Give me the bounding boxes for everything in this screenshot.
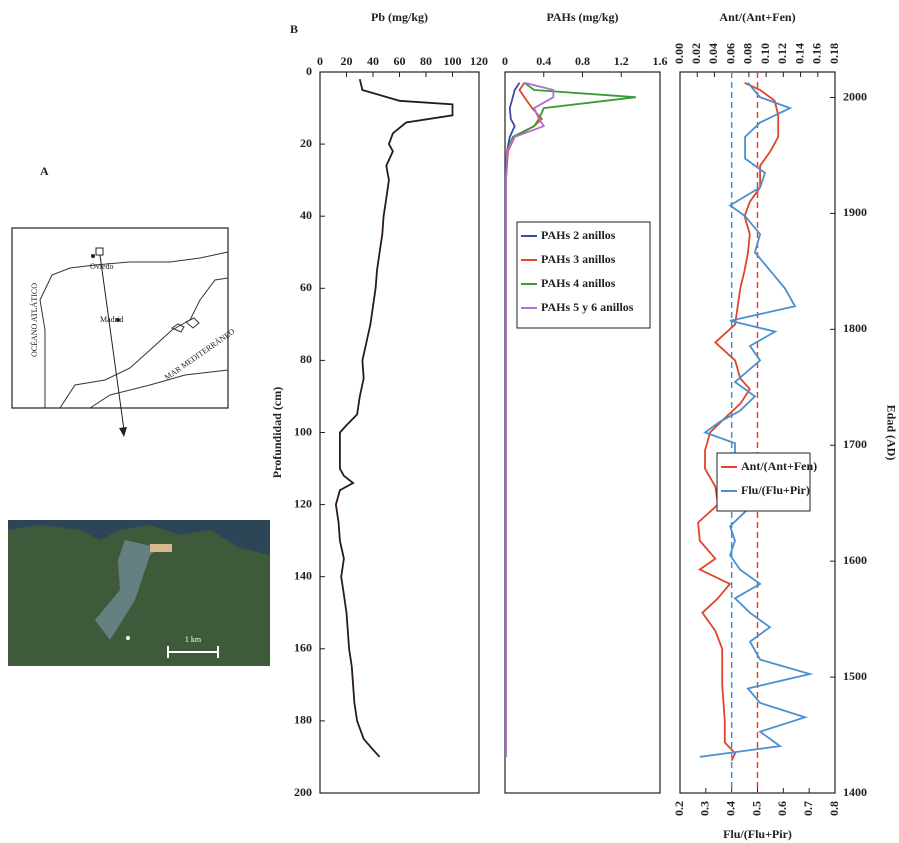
y2-tick-label: 1900: [843, 205, 867, 219]
data-line: [505, 82, 544, 757]
y-tick-label: 60: [300, 280, 312, 294]
y-tick-label: 140: [294, 568, 312, 582]
x-tick-label: 0.06: [723, 43, 737, 64]
y2-tick-label: 1500: [843, 669, 867, 683]
y2-tick-label: 1800: [843, 321, 867, 335]
y2-tick-label: 1600: [843, 553, 867, 567]
x-tick-label: 0.08: [741, 43, 755, 64]
scale-label: 1 km: [185, 635, 202, 644]
y-tick-label: 20: [300, 136, 312, 150]
satellite-photo: 1 km: [8, 520, 270, 666]
x-tick-label: 120: [470, 54, 488, 68]
x2-axis-label: Flu/(Flu+Pir): [723, 827, 792, 841]
legend-label: PAHs 3 anillos: [541, 252, 616, 266]
y-tick-label: 40: [300, 208, 312, 222]
chart-title: Ant/(Ant+Fen): [719, 10, 795, 24]
legend-label: PAHs 5 y 6 anillos: [541, 300, 634, 314]
x-tick-label: 80: [420, 54, 432, 68]
x2-tick-label: 0.4: [723, 801, 737, 816]
x-tick-label: 20: [341, 54, 353, 68]
y-tick-label: 100: [294, 424, 312, 438]
x-tick-label: 1.6: [653, 54, 668, 68]
legend-label: Flu/(Flu+Pir): [741, 483, 810, 497]
x-tick-label: 100: [444, 54, 462, 68]
chart-title: PAHs (mg/kg): [546, 10, 618, 24]
map-label: Madrid: [100, 315, 124, 324]
data-line: [699, 82, 814, 758]
x-tick-label: 1.2: [614, 54, 629, 68]
x-tick-label: 60: [394, 54, 406, 68]
y-tick-label: 120: [294, 496, 312, 510]
chart-title: Pb (mg/kg): [371, 10, 428, 24]
x-tick-label: 0.02: [689, 43, 703, 64]
map: OCÉANO ATLÁTICO Oviedo Madrid MAR MEDITE…: [11, 227, 237, 437]
panel-label: B: [290, 22, 298, 36]
x-tick-label: 0: [502, 54, 508, 68]
y2-tick-label: 1400: [843, 785, 867, 799]
x2-tick-label: 0.6: [775, 801, 789, 816]
y-tick-label: 160: [294, 641, 312, 655]
legend-label: PAHs 2 anillos: [541, 228, 616, 242]
plot-frame: [504, 71, 661, 794]
data-line: [697, 81, 780, 761]
plot-frame: [319, 71, 480, 794]
x2-tick-label: 0.5: [749, 801, 763, 816]
x2-tick-label: 0.8: [827, 801, 841, 816]
data-line: [505, 82, 636, 757]
x-tick-label: 0.12: [775, 43, 789, 64]
y2-tick-label: 2000: [843, 89, 867, 103]
panel-label: A: [40, 164, 49, 178]
y-tick-label: 180: [294, 713, 312, 727]
x-tick-label: 0: [317, 54, 323, 68]
legend-label: Ant/(Ant+Fen): [741, 459, 817, 473]
y2-tick-label: 1700: [843, 437, 867, 451]
data-line: [505, 82, 521, 757]
data-line: [505, 81, 555, 757]
x-tick-label: 0.10: [758, 43, 772, 64]
x-tick-label: 0.8: [575, 54, 590, 68]
map-label: OCÉANO ATLÁTICO: [29, 283, 39, 357]
x-tick-label: 0.16: [810, 43, 824, 64]
legend-box: [516, 221, 651, 329]
map-label: Oviedo: [90, 262, 114, 271]
x2-tick-label: 0.7: [801, 801, 815, 816]
x-tick-label: 0.04: [706, 43, 720, 64]
y-tick-label: 200: [294, 785, 312, 799]
x-tick-label: 0.00: [672, 43, 686, 64]
y2-axis-label: Edad (AD): [884, 405, 898, 461]
x-tick-label: 40: [367, 54, 379, 68]
x2-tick-label: 0.3: [698, 801, 712, 816]
y-axis-label: Profundidad (cm): [270, 387, 284, 478]
x2-tick-label: 0.2: [672, 801, 686, 816]
legend-box: [716, 452, 811, 512]
x-tick-label: 0.14: [792, 43, 806, 64]
x-tick-label: 0.18: [827, 43, 841, 64]
legend-label: PAHs 4 anillos: [541, 276, 616, 290]
y-tick-label: 80: [300, 352, 312, 366]
y-tick-label: 0: [306, 64, 312, 78]
x-tick-label: 0.4: [536, 54, 551, 68]
data-line: [334, 78, 454, 758]
